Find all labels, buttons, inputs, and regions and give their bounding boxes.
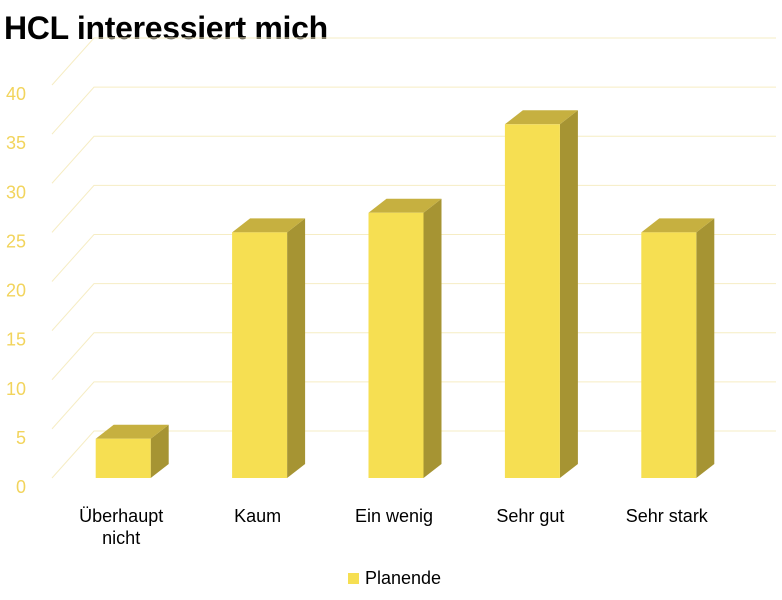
bar [504,124,560,479]
x-tick-label-line: Sehr gut [496,506,564,526]
gridline [51,135,776,184]
y-tick-label: 30 [6,182,26,202]
y-tick-label: 20 [6,281,26,301]
bar-top [95,424,169,439]
y-tick-label: 0 [16,477,26,497]
legend: Planende [348,568,441,589]
bar [641,232,697,478]
x-tick-label: Sehr gut [496,506,564,526]
bar-side [423,198,442,478]
x-tick-label: Ein wenig [355,506,433,526]
x-tick-label: Kaum [234,506,281,526]
legend-label: Planende [365,568,442,588]
x-tick-label-line: Kaum [234,506,281,526]
bar-side [287,218,306,478]
x-tick-label-line: nicht [102,528,140,548]
bar-side [150,424,169,478]
y-tick-label: 25 [6,231,26,251]
y-tick-label: 10 [6,379,26,399]
chart-title: HCL interessiert mich [4,10,328,46]
y-tick-label: 15 [6,330,26,350]
bar-top [504,110,578,125]
bar [95,438,151,478]
x-tick-label-line: Ein wenig [355,506,433,526]
bar [232,232,288,478]
bar-top [368,198,442,213]
bar-side [559,110,578,479]
bar-chart: 0 5 10 15 20 25 30 35 40 Überhaupt nicht Kaum Ein we… [6,37,776,548]
x-tick-label: Sehr stark [626,506,709,526]
legend-swatch [348,573,359,584]
x-tick-label-line: Sehr stark [626,506,709,526]
y-tick-label: 35 [6,133,26,153]
gridline [51,86,776,135]
y-tick-label: 40 [6,84,26,104]
x-tick-label: Überhaupt nicht [79,506,163,548]
bar-side [696,218,715,478]
x-tick-label-line: Überhaupt [79,506,163,526]
gridline [51,37,776,86]
bar [368,212,424,478]
bar-top [641,218,715,233]
bar-top [232,218,306,233]
y-tick-label: 5 [16,428,26,448]
